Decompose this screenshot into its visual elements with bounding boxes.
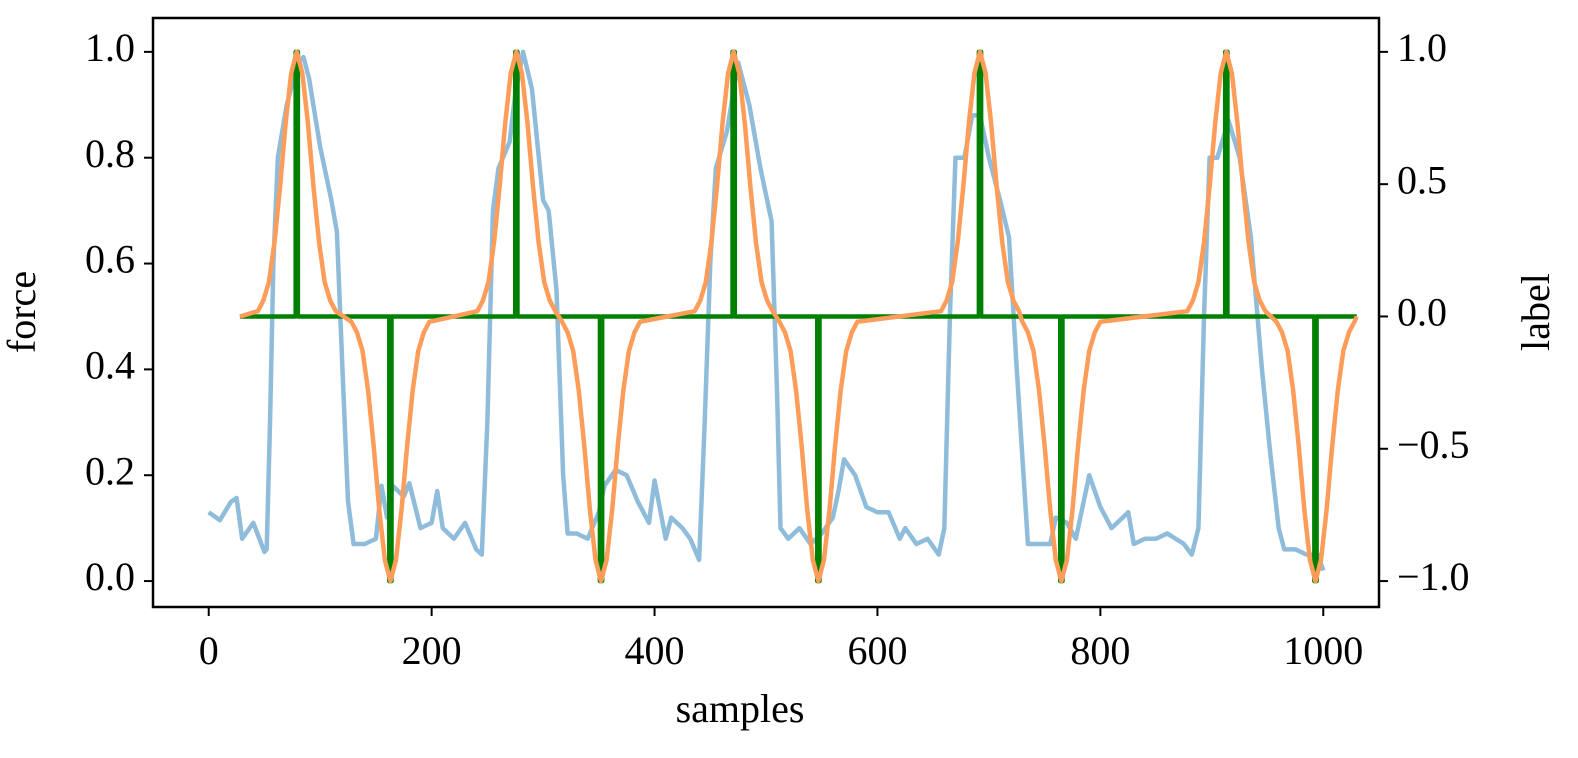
y-tick-label: 0.6 bbox=[85, 237, 135, 282]
y2-tick-label: 0.0 bbox=[1397, 290, 1447, 335]
x-tick-label: 600 bbox=[847, 628, 907, 673]
y-tick-label: 0.8 bbox=[85, 131, 135, 176]
plot-area bbox=[207, 49, 1359, 584]
x-tick-label: 800 bbox=[1070, 628, 1130, 673]
axes-frame bbox=[151, 16, 1381, 609]
data-line bbox=[239, 49, 1357, 584]
y2-tick-label: 0.5 bbox=[1397, 157, 1447, 202]
y-axis-label: force bbox=[0, 271, 44, 353]
x-tick-label: 400 bbox=[625, 628, 685, 673]
y-tick-label: 0.4 bbox=[85, 343, 135, 388]
y-tick-label: 1.0 bbox=[85, 25, 135, 70]
x-axis-label: samples bbox=[676, 686, 805, 731]
y-tick-label: 0.2 bbox=[85, 448, 135, 493]
data-line bbox=[239, 49, 1359, 584]
x-tick-label: 200 bbox=[402, 628, 462, 673]
x-tick-label: 0 bbox=[199, 628, 219, 673]
y-tick-label: 0.0 bbox=[85, 554, 135, 599]
y2-axis-label: label bbox=[1513, 273, 1558, 351]
y2-tick-label: 1.0 bbox=[1397, 25, 1447, 70]
x-tick-label: 1000 bbox=[1283, 628, 1363, 673]
y2-tick-label: −0.5 bbox=[1397, 422, 1470, 467]
y2-tick-label: −1.0 bbox=[1397, 554, 1470, 599]
